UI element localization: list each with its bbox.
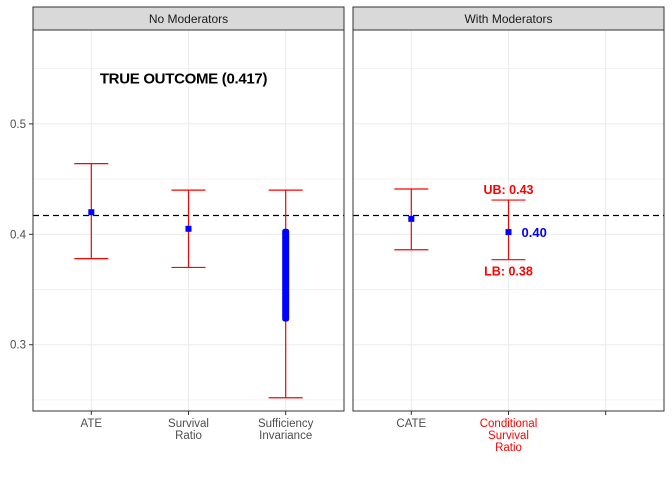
x-tick-label-line: Ratio xyxy=(175,430,202,442)
lower-bound-label: LB: 0.38 xyxy=(484,265,533,279)
x-tick-label-line: Invariance xyxy=(259,430,312,442)
x-tick-label-line: Survival xyxy=(488,430,529,442)
x-tick-label-line: Survival xyxy=(168,418,209,430)
x-tick-label-line: CATE xyxy=(396,418,426,430)
x-tick-label-line: ATE xyxy=(81,418,103,430)
x-tick-label-line: Conditional xyxy=(480,418,538,430)
estimate-range-point xyxy=(282,228,290,322)
x-tick-label-sufficiency-invariance: Sufficiency Invariance xyxy=(258,418,314,442)
panel-with-moderators: With Moderators UB: 0.43 LB: 0.38 0.40 CATE C… xyxy=(352,6,665,454)
y-tick-label: 0.3 xyxy=(10,340,26,352)
estimate-point xyxy=(185,225,192,232)
panel-no-moderators: No Moderators TRUE OUTCOME (0.417) ATE Surv… xyxy=(32,6,345,442)
true-outcome-annotation: TRUE OUTCOME (0.417) xyxy=(100,71,268,88)
estimate-point xyxy=(505,229,512,236)
estimate-value-label: 0.40 xyxy=(522,225,547,240)
estimate-point xyxy=(408,215,415,222)
x-tick-label-line: Sufficiency xyxy=(258,418,314,430)
x-tick-label-line: Ratio xyxy=(495,442,522,454)
estimate-point xyxy=(88,209,95,216)
y-tick-label: 0.5 xyxy=(10,119,26,131)
x-tick-label-conditional-survival-ratio: Conditional Survival Ratio xyxy=(480,418,538,454)
y-tick-label: 0.4 xyxy=(10,229,27,241)
facet-strip-label: With Moderators xyxy=(464,12,552,26)
facet-strip-label: No Moderators xyxy=(149,12,228,26)
upper-bound-label: UB: 0.43 xyxy=(483,183,533,197)
x-tick-label-cate: CATE xyxy=(396,418,426,430)
y-axis: 0.3 0.4 0.5 xyxy=(10,119,33,352)
x-tick-label-survival-ratio: Survival Ratio xyxy=(168,418,209,442)
x-tick-label-ate: ATE xyxy=(81,418,103,430)
